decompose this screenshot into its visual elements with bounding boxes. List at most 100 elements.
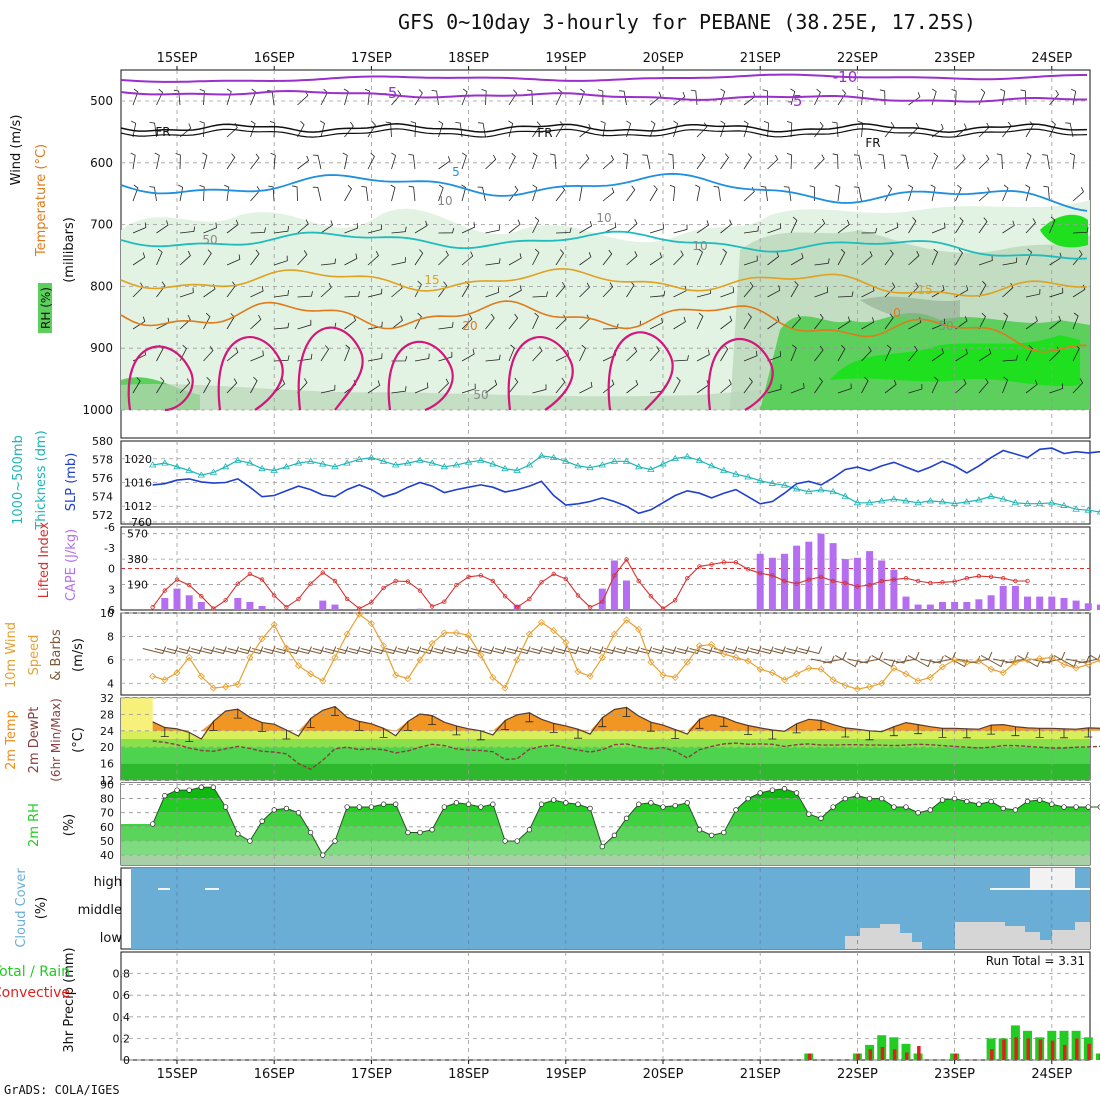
wind-barb [199, 121, 205, 138]
cloud-level-label: middle [78, 903, 122, 918]
wind-barb [619, 90, 627, 106]
wind-speed-point [525, 630, 533, 638]
wind-barb [297, 378, 308, 394]
wind-barb [555, 281, 566, 298]
wind-speed-point [270, 621, 278, 629]
thickness-point [999, 495, 1007, 502]
contour-label: FR [865, 136, 880, 150]
wind-barb [579, 344, 586, 362]
wind-barb [955, 184, 962, 202]
wind-barb [297, 90, 309, 106]
wind-barb [297, 155, 310, 170]
cape-bar [246, 602, 254, 610]
rh-point [490, 801, 496, 807]
wind-barb-10m [312, 646, 337, 655]
wind-barb [149, 186, 157, 202]
wind-barb [696, 220, 710, 234]
rh-point [1061, 804, 1067, 810]
rh-point [198, 784, 204, 790]
wind-barb [884, 121, 895, 138]
contour-label: 15 [424, 273, 439, 287]
lifted-index-point [915, 578, 921, 584]
wind-speed-point [440, 629, 448, 637]
rh-point [368, 804, 375, 810]
lifted-index-point [830, 578, 836, 584]
wind-speed-point [999, 669, 1007, 677]
lifted-index-point [624, 557, 629, 562]
rh-dark-area [860, 296, 960, 322]
wind-barb [955, 154, 966, 170]
wind-speed-point [866, 683, 874, 691]
wind-speed-point [550, 627, 558, 635]
precip-convective-bar [1050, 1040, 1055, 1060]
wind-barb [485, 154, 497, 170]
wind-barb [884, 222, 899, 234]
wind-barb [485, 379, 498, 394]
wind-barb [250, 120, 256, 138]
wind-barb-10m [385, 646, 410, 655]
wind-barb [696, 312, 704, 330]
wind-speed-point [890, 664, 898, 672]
pressure-tick-label: 500 [90, 94, 113, 108]
lifted-index-point [770, 573, 775, 578]
wind-barb-10m [579, 646, 604, 655]
cloud-high-fleck [158, 888, 170, 890]
rh-point [648, 800, 654, 806]
thickness-point [404, 459, 412, 466]
wind-barb [438, 227, 455, 234]
lifted-index-point [442, 599, 447, 604]
wind-speed-point [683, 658, 691, 666]
wind-barb [861, 376, 869, 394]
wind-barb [626, 281, 635, 298]
wind-barb [273, 255, 288, 266]
wind-barb-10m [482, 646, 507, 655]
lifted-index-point [879, 578, 884, 584]
wind-barb-10m [543, 646, 568, 655]
wind-barb [132, 222, 147, 234]
precip-convective-bar [1038, 1039, 1043, 1060]
wind-barb [268, 185, 275, 202]
wind-barb [1002, 355, 1018, 362]
wind-barb [1002, 220, 1015, 234]
temp-minmax-whisker [1035, 728, 1044, 738]
top-date-label: 23SEP [934, 51, 975, 66]
top-date-label: 20SEP [643, 51, 684, 66]
cape-bar [331, 604, 339, 610]
thickness-point [902, 497, 910, 504]
cape-bar [1060, 598, 1068, 610]
wind-barb [837, 345, 846, 362]
wind-barb [579, 88, 585, 106]
wind-barb [508, 253, 522, 266]
wind-barb [273, 379, 286, 394]
temp-minmax-whisker [1011, 726, 1020, 737]
temp-minmax-whisker [331, 706, 339, 716]
contour-freezing-line [120, 123, 1088, 133]
slp-tick-label: 1012 [124, 500, 152, 513]
wind-barb [978, 312, 986, 330]
wind-tick-label: 4 [107, 677, 114, 690]
wind-barb [878, 154, 886, 170]
wind-barb [597, 89, 604, 106]
rh-point [793, 790, 800, 796]
wind-barb [1049, 383, 1064, 394]
wind-barb [931, 318, 946, 330]
rh-point [915, 810, 921, 816]
thickness-point [720, 466, 728, 473]
wind-barb [438, 322, 454, 330]
contour-label: 50 [202, 233, 217, 247]
lifted-index-point [685, 576, 690, 581]
precip-convective-bar [1002, 1039, 1006, 1060]
wind-barb [273, 290, 289, 298]
thickness-point [768, 479, 777, 486]
contour-25-loop [607, 331, 674, 411]
wind-barb-10m [823, 651, 847, 664]
wind-speed-point [222, 683, 230, 691]
wind-barb [526, 89, 533, 106]
wind-barb [367, 224, 382, 234]
wind-barb [1020, 89, 1027, 106]
wind-barb [1049, 216, 1056, 234]
lifted-index-line [152, 558, 1028, 610]
wind-barb [642, 154, 651, 170]
wind-barb-10m [774, 646, 798, 655]
thickness-point [477, 456, 485, 463]
